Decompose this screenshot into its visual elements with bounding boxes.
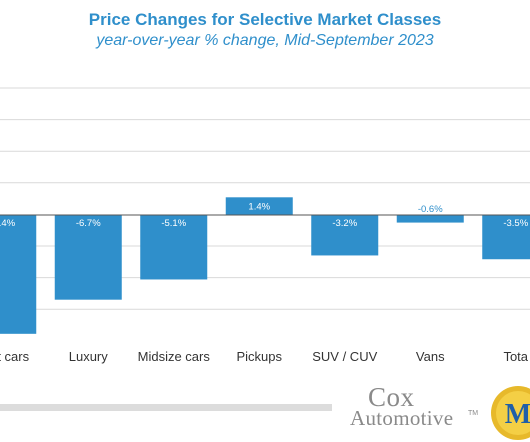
scrollbar[interactable] [0, 404, 332, 411]
category-label: pact cars [0, 349, 30, 364]
category-label: Vans [416, 349, 445, 364]
data-label: -6.7% [76, 218, 101, 229]
bar-compact-cars [0, 215, 37, 334]
data-label: -3.2% [332, 218, 357, 229]
data-label: -5.1% [161, 218, 186, 229]
category-label: Midsize cars [138, 349, 211, 364]
manheim-logo: M [491, 386, 530, 440]
manheim-m-glyph: M [505, 399, 530, 430]
category-label: SUV / CUV [312, 349, 377, 364]
logo-trademark: TM [468, 410, 479, 417]
chart-subtitle: year-over-year % change, Mid-September 2… [96, 32, 434, 49]
logo-automotive-word: Automotive [350, 406, 454, 430]
bar-vans [396, 215, 464, 223]
data-label: -9.4% [0, 218, 16, 229]
category-label: Pickups [236, 349, 282, 364]
data-label: 1.4% [248, 201, 270, 212]
category-label: Luxury [69, 349, 109, 364]
bar-suv-cuv [311, 215, 379, 256]
bar-luxury [54, 215, 122, 300]
data-label: -0.6% [418, 204, 443, 215]
category-label: Tota [503, 349, 528, 364]
cox-automotive-logo: Cox Automotive TM [350, 382, 478, 430]
logo-cox-word: Cox [368, 382, 415, 412]
bar-midsize-cars [140, 215, 208, 280]
data-label: -3.5% [503, 218, 528, 229]
chart-title: Price Changes for Selective Market Class… [88, 10, 442, 29]
bar-pickups [225, 197, 293, 215]
bar-total [482, 215, 530, 260]
